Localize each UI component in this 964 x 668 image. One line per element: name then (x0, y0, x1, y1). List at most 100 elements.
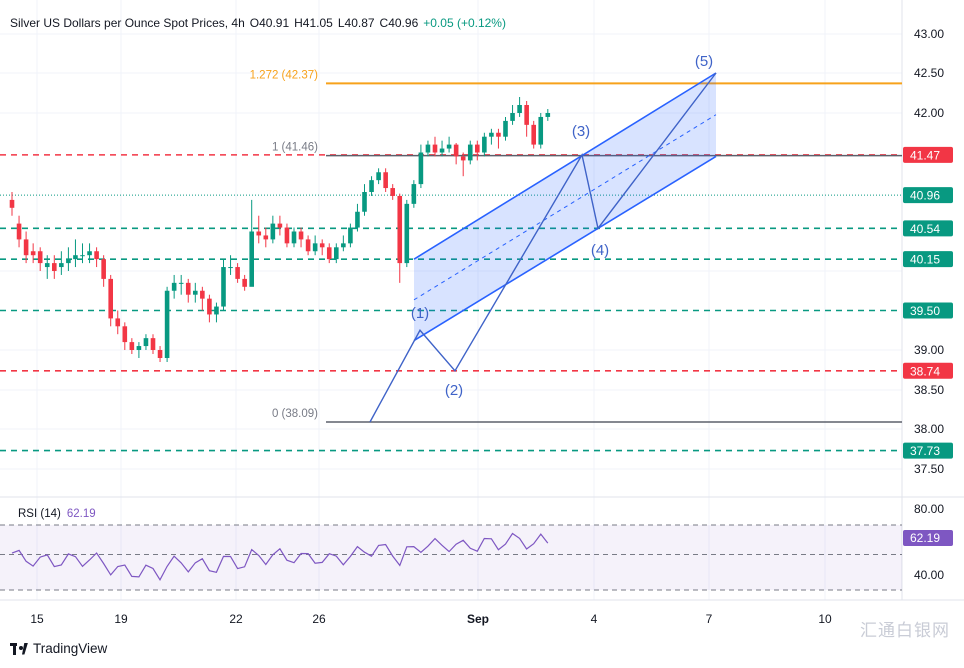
candle-body (312, 243, 318, 252)
price-level-tag (903, 187, 953, 204)
candle-body (348, 227, 353, 244)
rsi-value-tag (903, 530, 953, 546)
candle-body (390, 188, 395, 196)
candlesticks (9, 97, 551, 362)
candle-body (115, 318, 121, 327)
price-level-label: 40.15 (910, 253, 940, 267)
channel-median (413, 114, 717, 301)
candle-body (510, 113, 515, 121)
price-level-tag (903, 146, 953, 163)
rsi-header: RSI (14) 62.19 (18, 508, 96, 520)
candle-body (517, 105, 522, 113)
candle-body (531, 124, 536, 145)
candle-body (446, 144, 452, 149)
open-value: O40.91 (249, 16, 290, 30)
candle-body (122, 326, 128, 343)
candle-body (503, 120, 508, 137)
candle-body (362, 192, 367, 212)
candle-body (397, 195, 403, 264)
candle-body (545, 113, 551, 117)
watermark: 汇通白银网 (860, 621, 950, 640)
candle-body (214, 306, 219, 315)
candle-body (235, 267, 240, 279)
fib-level-label: 1 (41.46) (272, 142, 318, 154)
price-tick-label: 39.00 (914, 343, 944, 357)
candle-body (291, 231, 297, 244)
candle-body (37, 251, 43, 264)
rsi-panel: 62.19 80.00 40.00 (0, 502, 953, 591)
candle-body (242, 278, 247, 287)
candle-body (9, 199, 15, 208)
price-levels: 1.272 (42.37) 1 (41.46) 0 (38.09) (0, 69, 902, 452)
candle-body (425, 144, 431, 153)
price-level-label: 40.54 (910, 222, 940, 236)
time-tick-label: 15 (30, 612, 44, 626)
candle-body (256, 231, 262, 236)
price-tick-label: 38.00 (914, 422, 944, 436)
candle-body (277, 223, 283, 228)
candle-body (376, 172, 381, 181)
candle-body (524, 105, 529, 125)
candle-body (87, 251, 92, 256)
candle-body (298, 231, 304, 240)
candle-body (270, 223, 276, 240)
rsi-tick-label: 40.00 (914, 568, 944, 582)
candle-body (178, 282, 184, 284)
candle-body (439, 148, 445, 153)
grid (0, 0, 964, 600)
price-level-label: 38.74 (910, 364, 940, 378)
candle-body (334, 247, 339, 260)
price-level-label: 37.73 (910, 444, 940, 458)
candle-body (185, 282, 191, 295)
low-value: L40.87 (337, 16, 375, 30)
candle-body (101, 259, 106, 279)
candle-body (475, 144, 480, 153)
candle-body (341, 243, 346, 248)
candle-body (94, 251, 99, 260)
candle-body (150, 338, 156, 350)
chart-header: Silver US Dollars per Ounce Spot Prices,… (10, 16, 506, 30)
close-value: C40.96 (379, 16, 419, 30)
rsi-band (0, 525, 902, 590)
time-tick-label: 4 (591, 612, 598, 626)
candle-body (52, 263, 57, 271)
wave-label: (4) (591, 242, 609, 259)
candle-body (44, 263, 50, 268)
candle-body (207, 298, 212, 315)
rsi-line (11, 532, 549, 582)
candle-body (136, 346, 142, 350)
time-tick-label: 26 (312, 612, 326, 626)
candle-body (23, 239, 29, 256)
candle-body (164, 290, 170, 358)
candle-body (263, 235, 269, 240)
candle-body (355, 211, 360, 228)
channel-upper (413, 72, 717, 260)
tradingview-brand: TradingView (10, 641, 107, 656)
candle-body (460, 156, 466, 161)
price-tick-label: 38.50 (914, 383, 944, 397)
candle-body (496, 132, 501, 137)
wave-drawings: (1) (2) (3) (4) (5) (369, 53, 717, 423)
candle-body (467, 144, 473, 161)
candle-body (30, 251, 36, 256)
wave-label: (3) (572, 123, 590, 140)
candle-body (453, 144, 459, 157)
wave-label: (2) (445, 382, 463, 399)
candle-body (538, 116, 544, 145)
price-level-tag (903, 251, 953, 268)
candle-body (228, 267, 233, 269)
time-tick-label: 19 (114, 612, 128, 626)
candle-body (326, 247, 332, 260)
price-level-tag (903, 302, 953, 319)
candle-body (59, 263, 64, 268)
candle-body (66, 259, 71, 264)
candle-body (221, 267, 226, 307)
rsi-value: 62.19 (66, 508, 96, 520)
rsi-tick-label: 80.00 (914, 502, 944, 516)
time-tick-label: 10 (818, 612, 832, 626)
price-level-tag (903, 362, 953, 379)
high-value: H41.05 (294, 16, 333, 30)
price-tick-label: 37.50 (914, 462, 944, 476)
price-axis: 41.47 40.96 40.54 40.15 39.50 38.74 37.73 43.00… (903, 27, 953, 476)
time-tick-label: 22 (229, 612, 243, 626)
